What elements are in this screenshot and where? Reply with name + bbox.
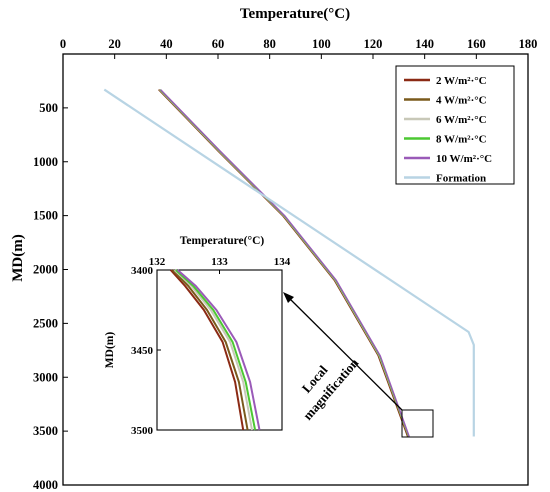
legend-label: 10 W/m²·°C	[436, 153, 492, 165]
y-tick-label: 2500	[33, 316, 58, 330]
y-tick-label: 3000	[33, 370, 58, 384]
inset-series-line-4	[176, 269, 261, 431]
magnification-arrow	[283, 292, 403, 411]
inset-y-tick-label: 3400	[131, 265, 154, 277]
inset-frame	[156, 269, 283, 431]
y-tick-label: 1500	[33, 209, 58, 223]
inset-y-ticks: 3400 3450 3500	[131, 265, 161, 437]
legend-label: 8 W/m²·°C	[436, 134, 487, 146]
inset-series-line-3	[175, 269, 257, 431]
inset-y-tick-label: 3450	[131, 345, 154, 357]
legend-label: 2 W/m²·°C	[436, 75, 487, 87]
x-tick-label: 180	[519, 37, 538, 51]
inset-series-lines	[169, 269, 261, 431]
inset-x-tick-label: 134	[274, 256, 291, 268]
x-ticks: 0 20 40 60 80 100 120 140 160 180	[60, 37, 538, 59]
legend: 2 W/m²·°C 4 W/m²·°C 6 W/m²·°C 8 W/m²·°C 10 W…	[395, 65, 515, 185]
inset-series-line-2	[173, 269, 253, 431]
x-tick-label: 0	[60, 37, 66, 51]
x-tick-label: 160	[467, 37, 486, 51]
y-axis-title: MD(m)	[10, 234, 26, 281]
x-tick-label: 120	[364, 37, 383, 51]
zoom-region-box	[401, 409, 434, 438]
x-tick-label: 100	[312, 37, 331, 51]
inset-x-tick-label: 133	[211, 256, 228, 268]
x-axis-title: Temperature(°C)	[240, 6, 350, 22]
y-tick-label: 1000	[33, 155, 58, 169]
legend-label: 4 W/m²·°C	[436, 95, 487, 107]
inset-y-axis-title: MD(m)	[104, 332, 116, 369]
legend-frame	[395, 65, 515, 185]
inset-series-line-1	[171, 269, 249, 431]
inset-x-tick-label: 132	[149, 256, 166, 268]
y-ticks: 500 1000 1500 2000 2500 3000 3500 4000	[33, 101, 68, 492]
y-tick-label: 3500	[33, 424, 58, 438]
inset-x-ticks: 132 133 134	[149, 256, 291, 274]
y-tick-label: 4000	[33, 478, 58, 492]
y-tick-label: 500	[39, 101, 58, 115]
inset-series-line-0	[169, 269, 245, 431]
inset-y-tick-label: 3500	[131, 425, 154, 437]
main-series-lines	[103, 88, 475, 437]
series-line-4	[160, 89, 410, 437]
x-tick-label: 140	[415, 37, 434, 51]
series-line-5	[103, 88, 475, 437]
x-tick-label: 60	[212, 37, 225, 51]
x-tick-label: 80	[263, 37, 276, 51]
x-tick-label: 40	[160, 37, 173, 51]
legend-label: 6 W/m²·°C	[436, 114, 487, 126]
inset-x-axis-title: Temperature(°C)	[180, 235, 265, 247]
y-tick-label: 2000	[33, 263, 58, 277]
x-tick-label: 20	[108, 37, 121, 51]
legend-label: Formation	[436, 173, 486, 185]
inset-chart: Temperature(°C) MD(m) 132 133 134 3400 3450…	[104, 235, 291, 437]
